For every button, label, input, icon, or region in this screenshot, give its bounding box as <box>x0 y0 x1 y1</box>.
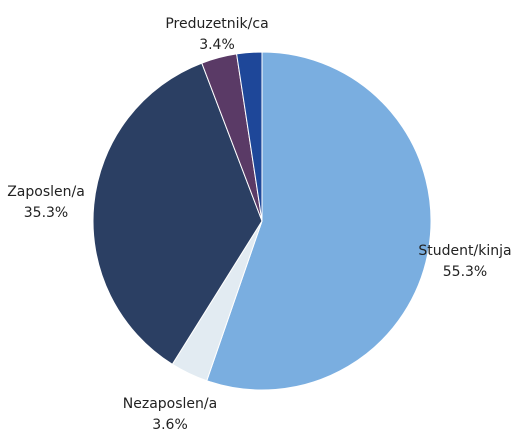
pie-slices <box>92 51 432 391</box>
slice-label-nezaposlen: Nezaposlen/a <box>123 396 217 412</box>
pie-slice-other <box>236 51 263 222</box>
slice-value-student: 55.3% <box>443 264 487 280</box>
pie-slice-zaposlen <box>92 62 263 365</box>
slice-value-preduzetnik: 3.4% <box>199 37 235 53</box>
slice-label-preduzetnik: Preduzetnik/ca <box>165 16 268 32</box>
pie-slice-student <box>206 51 432 391</box>
slice-label-student: Student/kinja <box>418 243 511 259</box>
slice-value-zaposlen: 35.3% <box>24 205 68 221</box>
slice-value-nezaposlen: 3.6% <box>152 417 188 432</box>
slice-label-zaposlen: Zaposlen/a <box>7 184 85 200</box>
